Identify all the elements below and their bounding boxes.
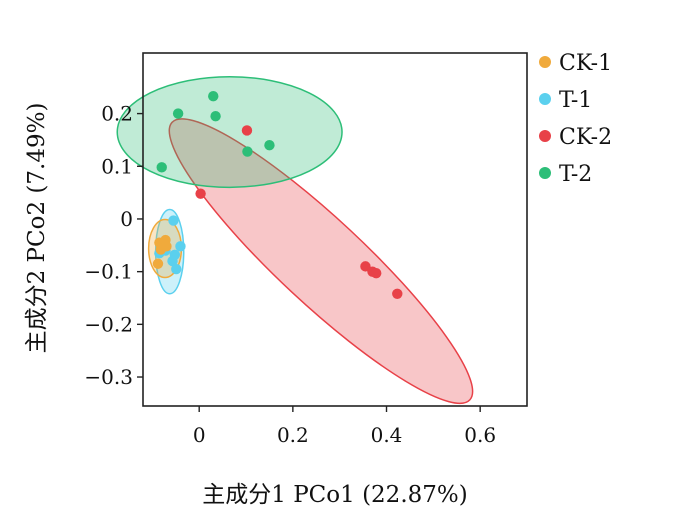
legend-label: CK-2 bbox=[559, 125, 612, 150]
point-t-1-5 bbox=[171, 263, 182, 275]
x-tick-label: 0.4 bbox=[371, 423, 403, 447]
legend-item-t-2: T-2 bbox=[539, 162, 592, 187]
plot-frame bbox=[142, 52, 528, 407]
legend-label: CK-1 bbox=[559, 51, 612, 76]
y-axis-title: 主成分2 PCo2 (7.49%) bbox=[24, 103, 50, 354]
point-t-1-1 bbox=[168, 215, 179, 226]
legend-item-t-1: T-1 bbox=[539, 88, 592, 113]
point-ck-2-5 bbox=[371, 268, 382, 279]
confidence-ellipse-t-2 bbox=[116, 75, 343, 189]
y-tick-label: 0 bbox=[120, 207, 133, 231]
point-t-1-4 bbox=[167, 255, 178, 267]
point-ck-1-6 bbox=[152, 258, 164, 269]
legend-label: T-2 bbox=[559, 162, 592, 187]
point-t-2-1 bbox=[208, 91, 219, 102]
x-tick-label: 0.2 bbox=[277, 423, 309, 447]
confidence-ellipse-ck-2 bbox=[168, 118, 474, 405]
legend: CK-1 T-1 CK-2 T-2 bbox=[539, 51, 612, 187]
legend-item-ck-2: CK-2 bbox=[539, 125, 612, 150]
legend-swatch bbox=[539, 130, 551, 142]
point-ck-2-1 bbox=[195, 188, 206, 199]
point-layer bbox=[152, 91, 403, 299]
y-tick-label: −0.2 bbox=[84, 312, 133, 336]
point-ck-2-2 bbox=[241, 125, 253, 136]
point-t-2-5 bbox=[242, 146, 253, 157]
legend-swatch bbox=[539, 56, 551, 68]
y-tick-label: −0.3 bbox=[84, 365, 133, 389]
legend-swatch bbox=[539, 93, 551, 105]
point-t-2-3 bbox=[210, 111, 221, 122]
x-tick-label: 0 bbox=[193, 423, 206, 447]
point-t-1-2 bbox=[175, 241, 186, 252]
legend-item-ck-1: CK-1 bbox=[539, 51, 612, 76]
x-tick-label: 0.6 bbox=[464, 423, 496, 447]
y-tick-label: 0.2 bbox=[101, 102, 133, 126]
y-tick-label: 0.1 bbox=[101, 154, 133, 178]
axis-layer: 0 0.2 0.4 0.6 0.2 0.1 0 −0.1 −0.2 −0.3 bbox=[84, 102, 496, 447]
point-ck-2-6 bbox=[392, 288, 403, 299]
legend-label: T-1 bbox=[559, 88, 592, 113]
legend-swatch bbox=[539, 167, 551, 179]
x-axis-title: 主成分1 PCo1 (22.87%) bbox=[202, 482, 467, 508]
point-t-2-4 bbox=[264, 140, 275, 151]
point-t-2-2 bbox=[172, 108, 184, 119]
point-t-2-6 bbox=[156, 162, 167, 173]
y-tick-label: −0.1 bbox=[84, 260, 133, 284]
point-ck-1-5 bbox=[161, 241, 172, 252]
